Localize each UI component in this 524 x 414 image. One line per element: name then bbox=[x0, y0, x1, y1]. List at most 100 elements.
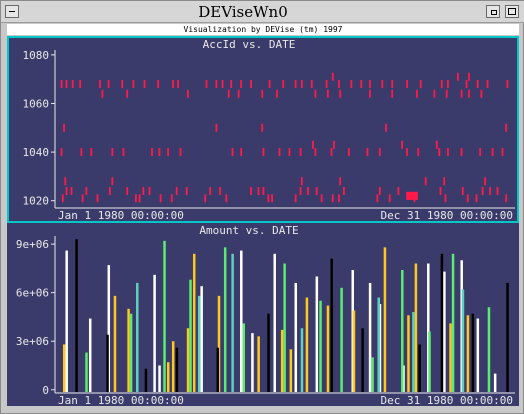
bar bbox=[267, 313, 270, 392]
window-menu-button[interactable] bbox=[5, 5, 19, 18]
data-point bbox=[401, 140, 404, 149]
data-point bbox=[466, 194, 469, 203]
data-point bbox=[107, 80, 110, 89]
data-point bbox=[96, 194, 99, 203]
minimize-button[interactable] bbox=[486, 5, 500, 18]
bar bbox=[305, 297, 309, 392]
data-point bbox=[170, 194, 173, 203]
data-point bbox=[411, 191, 413, 200]
data-point bbox=[205, 80, 208, 89]
accid-marks bbox=[60, 72, 509, 203]
data-point bbox=[175, 186, 178, 195]
data-point bbox=[481, 186, 484, 195]
bar bbox=[428, 331, 431, 392]
data-point bbox=[294, 194, 297, 203]
data-point bbox=[479, 148, 482, 157]
bar bbox=[200, 286, 203, 392]
data-point bbox=[439, 186, 442, 195]
maximize-button[interactable] bbox=[505, 5, 519, 18]
data-point bbox=[148, 186, 151, 195]
bar bbox=[192, 253, 196, 392]
bar bbox=[407, 315, 410, 392]
chart-title: AccId vs. DATE bbox=[203, 38, 296, 51]
y-tick-label: 0 bbox=[42, 384, 49, 397]
title-bar[interactable]: DEViseWn0 bbox=[1, 1, 524, 23]
data-point bbox=[330, 148, 333, 157]
accid-axes: 1020 1040 1060 1080 Jan 1 1980 00:00:00 Dec 3… bbox=[23, 49, 515, 222]
data-point bbox=[443, 177, 446, 186]
data-point bbox=[412, 191, 415, 200]
bar bbox=[361, 328, 364, 392]
data-point bbox=[338, 80, 340, 89]
graphs-canvas: AccId vs. DATE 1020 1040 1060 1080 Jan 1 198… bbox=[7, 36, 519, 406]
bar bbox=[216, 347, 220, 392]
bar bbox=[153, 274, 156, 392]
data-point bbox=[61, 194, 64, 203]
bar bbox=[240, 250, 243, 392]
data-point bbox=[257, 186, 260, 195]
data-point bbox=[460, 89, 463, 98]
x-tick-label-start: Jan 1 1980 00:00:00 bbox=[58, 209, 184, 222]
bar bbox=[412, 312, 415, 392]
data-point bbox=[312, 140, 314, 149]
data-point bbox=[491, 148, 494, 157]
data-point bbox=[505, 194, 508, 203]
data-point bbox=[314, 89, 317, 98]
data-point bbox=[378, 186, 381, 195]
bar bbox=[106, 334, 109, 392]
data-point bbox=[299, 148, 302, 157]
data-point bbox=[278, 148, 281, 157]
amount-view-background[interactable] bbox=[7, 223, 519, 406]
data-point bbox=[486, 80, 489, 89]
data-point bbox=[378, 148, 381, 157]
data-point bbox=[461, 186, 464, 195]
bar bbox=[163, 240, 166, 392]
data-point bbox=[369, 89, 371, 98]
data-point bbox=[397, 186, 400, 195]
data-point bbox=[326, 89, 329, 98]
amount-axes: 0 3e+06 6e+06 9e+06 Jan 1 1980 00:00:00 Dec 3… bbox=[16, 236, 515, 406]
data-point bbox=[460, 148, 463, 157]
data-point bbox=[501, 148, 504, 157]
bar bbox=[427, 263, 430, 392]
bar bbox=[377, 297, 380, 392]
y-tick-label: 1020 bbox=[23, 195, 50, 208]
data-point bbox=[121, 80, 124, 89]
bar bbox=[340, 287, 343, 392]
bar bbox=[144, 368, 148, 392]
data-point bbox=[476, 80, 479, 89]
data-point bbox=[276, 89, 278, 98]
data-point bbox=[391, 80, 394, 89]
data-point bbox=[331, 72, 334, 81]
data-point bbox=[447, 80, 449, 89]
data-point bbox=[185, 186, 188, 195]
data-point bbox=[424, 177, 427, 186]
data-point bbox=[299, 186, 302, 195]
bar bbox=[231, 253, 234, 392]
data-point bbox=[215, 123, 218, 132]
accid-view-highlight bbox=[7, 36, 519, 223]
bar bbox=[171, 341, 175, 392]
data-point bbox=[468, 89, 470, 98]
data-point bbox=[79, 80, 82, 89]
bar bbox=[136, 282, 139, 392]
data-point bbox=[230, 80, 233, 89]
data-point bbox=[350, 80, 353, 89]
data-point bbox=[111, 177, 114, 186]
data-point bbox=[315, 186, 318, 195]
data-point bbox=[80, 148, 83, 157]
data-point bbox=[369, 80, 371, 89]
data-point bbox=[81, 194, 84, 203]
amount-marks bbox=[62, 239, 509, 392]
y-tick-label: 1080 bbox=[23, 49, 50, 62]
bar bbox=[493, 373, 497, 392]
bar bbox=[319, 300, 322, 392]
data-point bbox=[132, 80, 135, 89]
data-point bbox=[505, 123, 508, 132]
bar bbox=[476, 318, 480, 392]
bar bbox=[186, 328, 190, 392]
bar bbox=[315, 276, 319, 392]
bar bbox=[383, 247, 387, 392]
data-point bbox=[71, 80, 74, 89]
data-point bbox=[484, 177, 486, 186]
